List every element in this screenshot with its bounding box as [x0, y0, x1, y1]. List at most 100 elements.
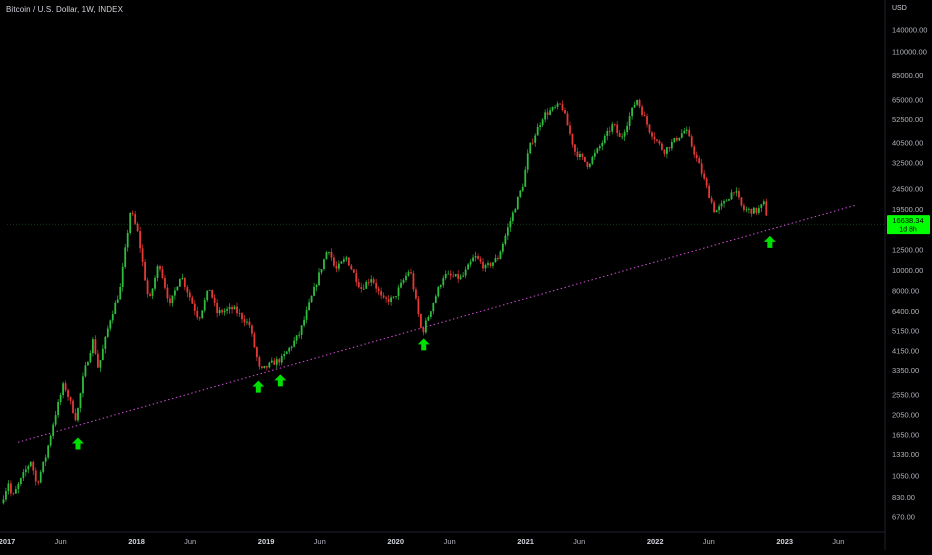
candle — [444, 270, 447, 281]
candle — [193, 300, 196, 316]
candle — [434, 294, 437, 304]
candle-body — [511, 212, 514, 222]
candle — [489, 262, 492, 268]
candle — [39, 470, 42, 484]
candle — [633, 101, 636, 108]
y-tick-label: 24500.00 — [892, 184, 923, 193]
candle — [72, 398, 74, 414]
candle — [243, 315, 246, 327]
candle — [519, 189, 522, 199]
candle-body — [385, 297, 388, 299]
y-tick-label: 12500.00 — [892, 246, 923, 255]
candle-body — [601, 142, 604, 147]
candle-body — [367, 282, 370, 283]
candle — [64, 380, 67, 392]
candle-body — [2, 499, 5, 504]
candle — [708, 183, 711, 199]
candle — [188, 289, 191, 302]
candle — [136, 221, 139, 232]
candle-body — [49, 435, 52, 446]
candle — [253, 331, 256, 349]
candle-body — [390, 297, 392, 302]
candle-body — [417, 298, 420, 315]
candle — [129, 211, 132, 235]
candle-body — [318, 272, 320, 286]
candle-body — [718, 206, 720, 211]
candle — [196, 306, 199, 320]
candle-body — [708, 185, 711, 199]
y-tick-label: 6400.00 — [892, 307, 919, 316]
candle — [646, 113, 648, 128]
candle — [221, 308, 224, 315]
candle — [109, 319, 112, 332]
candle — [725, 199, 728, 202]
candle-body — [139, 231, 142, 249]
candle — [139, 226, 142, 253]
candle — [347, 257, 350, 266]
candle — [576, 147, 579, 161]
candle-body — [747, 208, 750, 210]
candle — [469, 259, 472, 268]
candle-body — [695, 154, 698, 159]
candle-body — [57, 401, 60, 416]
candle-body — [357, 282, 360, 288]
candle — [164, 274, 166, 290]
candle — [472, 254, 474, 262]
candle-body — [743, 205, 745, 210]
candle-body — [12, 493, 15, 495]
candle-body — [365, 282, 368, 289]
candle — [661, 141, 663, 151]
candle — [151, 287, 154, 299]
candle-body — [593, 152, 596, 157]
candle — [114, 300, 117, 315]
x-tick-label: Jun — [703, 537, 715, 546]
candle-body — [69, 396, 72, 401]
candle — [392, 296, 395, 299]
buy-arrow-icon — [417, 338, 430, 351]
candle — [757, 205, 760, 215]
candle — [213, 294, 216, 307]
candle-body — [330, 252, 333, 258]
candle — [318, 268, 320, 287]
y-tick-label: 670.00 — [892, 513, 915, 522]
candle-body — [586, 161, 589, 167]
candle-body — [733, 192, 735, 194]
candle-body — [745, 209, 748, 211]
candle — [516, 196, 519, 211]
candle-body — [370, 279, 373, 283]
candle-body — [288, 347, 291, 352]
candle-body — [658, 140, 661, 144]
currency-label: USD — [892, 5, 907, 12]
candle — [218, 307, 221, 316]
x-tick-label: 2020 — [387, 537, 404, 546]
candle-body — [67, 390, 69, 397]
candle — [760, 204, 763, 212]
candle-body — [469, 261, 472, 265]
candle-body — [521, 186, 524, 191]
candle-body — [27, 466, 30, 470]
candle — [571, 133, 574, 148]
candle-body — [427, 316, 430, 321]
candle-body — [424, 320, 427, 333]
candle — [328, 251, 330, 256]
candle-body — [713, 202, 716, 213]
candle-body — [514, 209, 517, 213]
candle-body — [524, 169, 527, 187]
candle — [238, 308, 241, 317]
candle-body — [636, 100, 638, 105]
candle-body — [19, 478, 22, 485]
candle — [479, 256, 482, 264]
candle — [598, 144, 601, 151]
candle — [106, 325, 109, 339]
candle — [323, 258, 325, 271]
candle — [42, 461, 45, 474]
candle — [69, 396, 72, 405]
candle-body — [529, 142, 532, 154]
candle-body — [146, 280, 149, 295]
candle-body — [333, 257, 335, 266]
candle — [27, 464, 30, 474]
candle — [658, 139, 661, 146]
x-tick-label: 2022 — [647, 537, 664, 546]
